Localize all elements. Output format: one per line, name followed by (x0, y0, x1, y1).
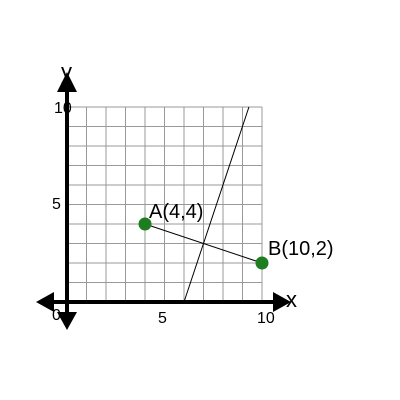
point-a (138, 217, 152, 231)
origin-label: 0 (52, 307, 61, 324)
y-axis-top-arrow (57, 72, 77, 92)
x-axis-label: x (286, 287, 297, 312)
steep-line (183, 106, 250, 303)
x-axis-right-arrow (273, 292, 291, 312)
point-a-label: A(4,4) (149, 201, 203, 223)
y-tick-label-10: 10 (54, 100, 72, 117)
x-tick-label-5: 5 (158, 310, 167, 327)
y-tick-label-5: 5 (52, 196, 61, 213)
x-axis-left-arrow (36, 292, 54, 312)
segment-ab (144, 223, 263, 264)
y-axis-bottom-arrow (57, 312, 77, 330)
point-b-label: B(10,2) (268, 238, 334, 260)
x-tick-label-10: 10 (257, 310, 275, 327)
axes (36, 72, 291, 330)
point-b (255, 256, 269, 270)
grid (66, 106, 263, 303)
y-axis-label: y (61, 59, 72, 84)
marks: A(4,4) B(10,2) (138, 106, 334, 303)
